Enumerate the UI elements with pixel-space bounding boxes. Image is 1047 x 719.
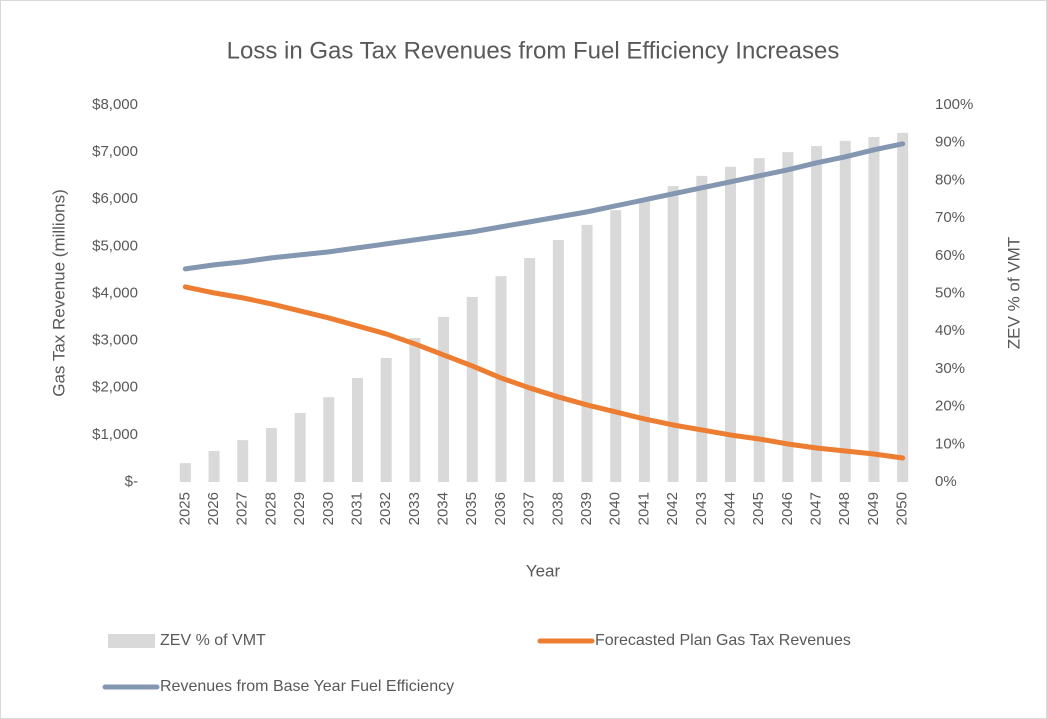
y2-tick-label: 0% xyxy=(935,473,957,490)
y-tick-label: $2,000 xyxy=(92,379,138,396)
y2-tick-label: 80% xyxy=(935,171,965,188)
x-tick-label: 2047 xyxy=(808,492,825,525)
y-axis-title: Gas Tax Revenue (millions) xyxy=(49,189,68,397)
x-tick-label: 2045 xyxy=(750,492,767,525)
x-tick-label: 2042 xyxy=(664,492,681,525)
bar xyxy=(438,316,450,482)
bar xyxy=(811,146,823,482)
bar xyxy=(380,357,392,482)
legend-label: Forecasted Plan Gas Tax Revenues xyxy=(595,632,851,649)
bar xyxy=(696,175,708,482)
y2-tick-label: 40% xyxy=(935,322,965,339)
x-tick-label: 2038 xyxy=(549,492,566,525)
legend-label: ZEV % of VMT xyxy=(160,632,266,649)
chart-title: Loss in Gas Tax Revenues from Fuel Effic… xyxy=(227,37,840,64)
y2-tick-label: 90% xyxy=(935,134,965,151)
bar xyxy=(610,210,622,483)
bar xyxy=(352,377,363,482)
x-tick-label: 2025 xyxy=(176,492,193,525)
y2-tick-label: 60% xyxy=(935,247,965,264)
y-tick-label: $5,000 xyxy=(92,237,138,254)
y-tick-label: $8,000 xyxy=(92,96,138,113)
x-tick-label: 2028 xyxy=(262,492,279,525)
bar xyxy=(725,166,736,482)
bar xyxy=(524,258,536,482)
bar xyxy=(237,440,249,482)
bar xyxy=(179,463,191,482)
x-tick-label: 2046 xyxy=(779,492,796,525)
y2-tick-label: 10% xyxy=(935,435,965,452)
x-tick-label: 2040 xyxy=(607,492,624,525)
y-tick-label: $3,000 xyxy=(92,332,138,349)
bar xyxy=(294,413,306,482)
x-tick-label: 2033 xyxy=(406,492,423,525)
x-tick-label: 2036 xyxy=(492,492,509,525)
bar xyxy=(409,337,421,482)
bar xyxy=(839,140,851,482)
x-tick-label: 2043 xyxy=(693,492,710,525)
x-tick-label: 2041 xyxy=(635,492,652,525)
bar xyxy=(581,224,593,483)
x-axis-title: Year xyxy=(526,561,561,580)
y-tick-label: $4,000 xyxy=(92,284,138,301)
x-tick-label: 2029 xyxy=(291,492,308,525)
bar xyxy=(208,451,220,482)
line xyxy=(182,284,906,461)
bar xyxy=(782,152,794,482)
bar xyxy=(265,428,277,482)
bar xyxy=(753,158,765,483)
y2-tick-label: 70% xyxy=(935,209,965,226)
x-tick-label: 2039 xyxy=(578,492,595,525)
y2-tick-label: 100% xyxy=(935,96,973,113)
x-tick-label: 2037 xyxy=(521,492,538,525)
y2-axis-title: ZEV % of VMT xyxy=(1004,237,1023,349)
line xyxy=(182,141,906,272)
y2-tick-label: 30% xyxy=(935,360,965,377)
x-tick-label: 2035 xyxy=(463,492,480,525)
x-tick-label: 2049 xyxy=(865,492,882,525)
bar xyxy=(667,186,679,482)
x-tick-label: 2027 xyxy=(234,492,251,525)
x-tick-label: 2048 xyxy=(836,492,853,525)
bar xyxy=(868,137,880,483)
x-tick-label: 2044 xyxy=(721,492,738,525)
x-tick-label: 2031 xyxy=(348,492,365,525)
x-tick-label: 2050 xyxy=(894,492,911,525)
y2-tick-label: 50% xyxy=(935,284,965,301)
x-tick-label: 2032 xyxy=(377,492,394,525)
y2-tick-label: 20% xyxy=(935,398,965,415)
bar xyxy=(897,132,909,482)
bar xyxy=(466,296,478,482)
bar xyxy=(552,239,564,482)
legend-swatch xyxy=(108,634,155,648)
y-tick-label: $7,000 xyxy=(92,143,138,160)
x-tick-label: 2034 xyxy=(435,492,452,525)
x-tick-label: 2030 xyxy=(320,492,337,525)
x-tick-label: 2026 xyxy=(205,492,222,525)
y-tick-label: $6,000 xyxy=(92,190,138,207)
legend-label: Revenues from Base Year Fuel Efficiency xyxy=(160,678,454,695)
bar xyxy=(323,397,335,482)
y-tick-label: $- xyxy=(125,473,138,490)
y-tick-label: $1,000 xyxy=(92,426,138,443)
bar xyxy=(638,198,650,483)
